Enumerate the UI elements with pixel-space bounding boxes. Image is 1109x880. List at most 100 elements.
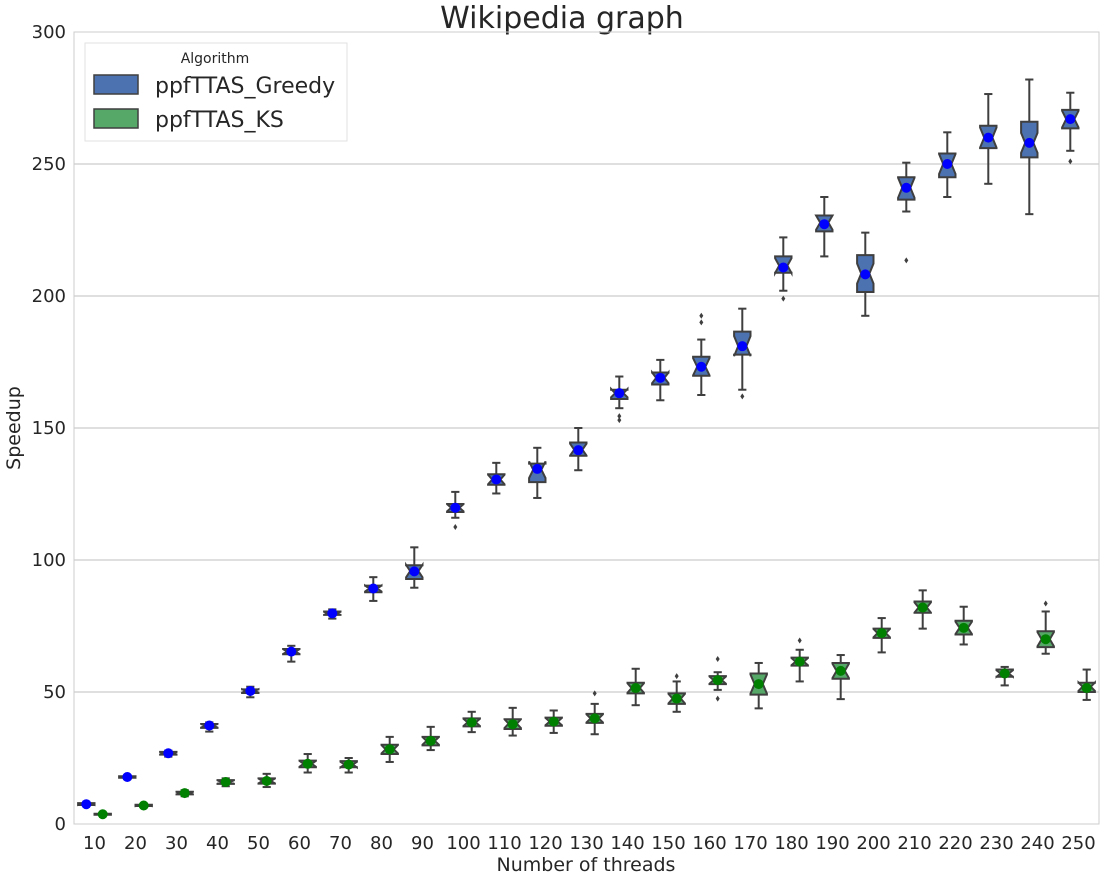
mean-marker: [220, 777, 231, 788]
mean-marker: [409, 566, 420, 577]
mean-marker: [491, 474, 502, 485]
box-ppfTTAS_KS-120: [544, 709, 563, 734]
outlier: [617, 413, 622, 420]
legend-label: ppfTTAS_Greedy: [155, 74, 335, 99]
box-ppfTTAS_Greedy-140: [610, 375, 629, 424]
mean-marker: [122, 772, 133, 783]
mean-marker: [737, 341, 748, 352]
outlier: [1068, 158, 1073, 165]
mean-marker: [819, 219, 830, 230]
mean-marker: [942, 159, 953, 169]
mean-marker: [630, 683, 641, 694]
box-ppfTTAS_Greedy-70: [323, 608, 342, 620]
box-ppfTTAS_Greedy-150: [651, 358, 670, 402]
mean-marker: [450, 502, 461, 513]
box-ppfTTAS_Greedy-120: [528, 446, 547, 499]
mean-marker: [204, 720, 215, 731]
x-axis-title: Number of threads: [497, 854, 676, 876]
mean-marker: [327, 608, 338, 619]
box-ppfTTAS_KS-140: [626, 667, 645, 707]
outlier: [904, 257, 909, 264]
box-ppfTTAS_KS-150: [667, 673, 686, 713]
chart-title: Wikipedia graph: [440, 1, 684, 36]
box-ppfTTAS_Greedy-100: [446, 490, 465, 530]
box-ppfTTAS_KS-190: [831, 654, 850, 701]
x-tick-label: 40: [206, 833, 229, 854]
box-ppfTTAS_KS-50: [257, 772, 276, 789]
x-tick-label: 100: [446, 833, 480, 854]
x-tick-label: 210: [897, 833, 931, 854]
x-tick-label: 120: [528, 833, 562, 854]
outlier: [592, 690, 597, 697]
mean-marker: [97, 809, 108, 820]
box-ppfTTAS_Greedy-240: [1020, 78, 1039, 216]
mean-marker: [245, 685, 256, 696]
legend-items: ppfTTAS_Greedy ppfTTAS_KS: [93, 74, 335, 133]
x-tick-label: 200: [856, 833, 890, 854]
box-ppfTTAS_Greedy-60: [282, 644, 301, 663]
box-ppfTTAS_KS-230: [995, 665, 1014, 687]
plot-frame: [73, 31, 1100, 825]
gridlines: [74, 163, 1099, 693]
y-tick-label: 100: [32, 550, 66, 571]
mean-marker: [958, 622, 969, 633]
mean-marker: [696, 361, 707, 372]
box-ppfTTAS_KS-200: [872, 617, 891, 654]
outlier: [699, 312, 704, 319]
box-ppfTTAS_KS-240: [1036, 600, 1055, 655]
box-ppfTTAS_KS-10: [93, 809, 112, 820]
box-ppfTTAS_KS-180: [790, 637, 809, 683]
x-tick-label: 30: [165, 833, 188, 854]
outlier: [781, 295, 786, 302]
mean-marker: [425, 735, 436, 746]
box-ppfTTAS_KS-30: [175, 788, 194, 799]
x-tick-label: 130: [569, 833, 603, 854]
box-ppfTTAS_Greedy-220: [938, 131, 957, 198]
box-ppfTTAS_KS-130: [585, 690, 604, 736]
x-tick-label: 80: [370, 833, 393, 854]
mean-marker: [138, 800, 149, 811]
outlier: [715, 656, 720, 662]
x-tick-label: 10: [83, 833, 106, 854]
x-tick-label: 20: [124, 833, 147, 854]
mean-marker: [466, 717, 477, 728]
box-ppfTTAS_KS-40: [216, 777, 235, 788]
outlier: [699, 319, 704, 326]
y-axis-ticks: 0 50 100 150 200 250 300: [32, 22, 66, 835]
x-tick-label: 190: [815, 833, 849, 854]
mean-marker: [901, 182, 912, 193]
mean-marker: [671, 693, 682, 704]
mean-marker: [532, 463, 543, 474]
box-ppfTTAS_Greedy-10: [77, 799, 96, 810]
box-ppfTTAS_KS-20: [134, 800, 153, 811]
box-ppfTTAS_Greedy-130: [569, 427, 588, 472]
y-tick-label: 200: [32, 286, 66, 307]
outlier: [797, 637, 802, 644]
box-ppfTTAS_Greedy-110: [487, 461, 506, 495]
box-ppfTTAS_KS-220: [954, 605, 973, 646]
outlier: [715, 695, 720, 702]
mean-marker: [999, 668, 1010, 679]
x-tick-label: 140: [610, 833, 644, 854]
legend-swatch: [93, 74, 139, 95]
mean-marker: [573, 445, 584, 456]
outlier: [1043, 600, 1048, 607]
legend-label: ppfTTAS_KS: [155, 108, 284, 133]
mean-marker: [753, 679, 764, 690]
legend-swatch: [93, 108, 139, 129]
mean-marker: [1065, 114, 1076, 125]
box-ppfTTAS_KS-160: [708, 656, 727, 702]
box-ppfTTAS_KS-80: [380, 735, 399, 763]
mean-marker: [1024, 137, 1035, 148]
outlier: [453, 524, 458, 530]
x-tick-label: 180: [774, 833, 808, 854]
outlier: [740, 393, 745, 400]
outlier: [617, 417, 622, 424]
box-ppfTTAS_Greedy-30: [159, 748, 178, 759]
mean-marker: [917, 602, 928, 613]
box-ppfTTAS_Greedy-230: [979, 93, 998, 185]
x-axis-ticks: 10 20 30 40 50 60 70 80 90 100 110 120 130 140 150 160 1…: [83, 833, 1096, 854]
x-tick-label: 220: [938, 833, 972, 854]
mean-marker: [163, 748, 174, 759]
